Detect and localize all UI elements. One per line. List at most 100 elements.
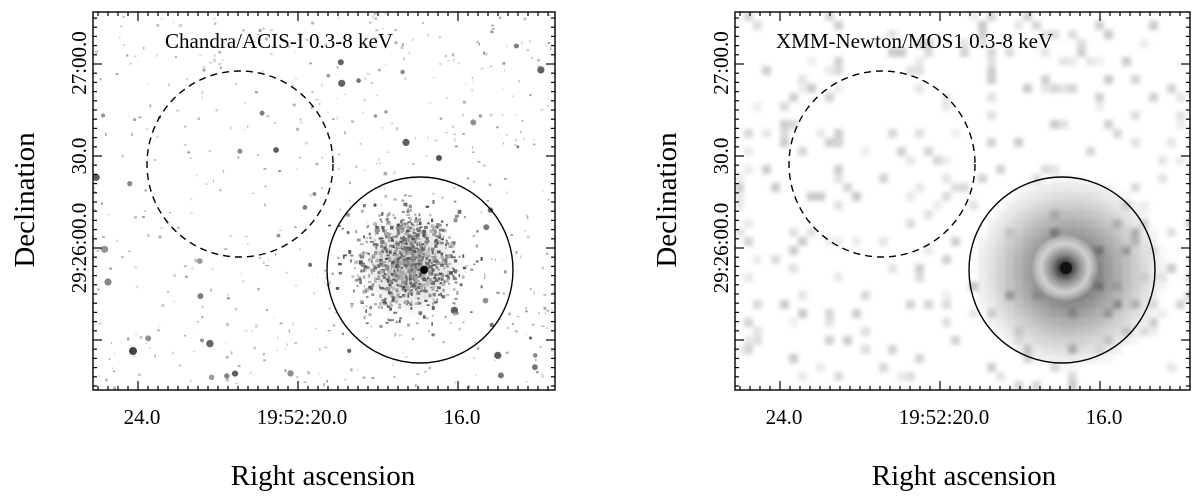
- chandra-source-photon: [444, 259, 448, 264]
- chandra-source-photon: [401, 219, 405, 221]
- xmm-map-pixel: [1140, 39, 1149, 48]
- xmm-map-pixel: [834, 66, 843, 75]
- chandra-source-photon: [446, 264, 449, 267]
- chandra-background-speckle: [179, 24, 183, 27]
- chandra-source-photon: [387, 276, 391, 279]
- xmm-map-pixel: [1041, 318, 1050, 327]
- xmm-map-pixel: [1032, 309, 1041, 318]
- chandra-source-photon: [393, 252, 397, 256]
- chandra-background-speckle: [278, 170, 282, 172]
- chandra-background-speckle: [257, 287, 260, 291]
- chandra-background-speckle: [167, 290, 170, 293]
- xmm-map-pixel: [816, 129, 825, 138]
- chandra-source-photon: [416, 229, 421, 232]
- xmm-map-pixel: [789, 93, 798, 102]
- chandra-background-speckle: [384, 64, 388, 66]
- chandra-background-speckle: [470, 89, 474, 92]
- chandra-background-speckle: [412, 337, 414, 340]
- chandra-source-photon: [418, 283, 422, 286]
- chandra-source-photon: [430, 271, 433, 275]
- xmm-map-pixel: [834, 174, 843, 183]
- chandra-background-speckle: [439, 36, 441, 39]
- chandra-source-photon: [389, 301, 392, 305]
- chandra-source-photon: [396, 257, 401, 261]
- xmm-map-pixel: [1068, 84, 1077, 93]
- chandra-source-photon: [438, 277, 441, 281]
- chandra-source-photon: [387, 234, 391, 239]
- xmm-map-pixel: [1023, 246, 1032, 255]
- chandra-background-blob: [200, 338, 204, 343]
- chandra-source-photon: [416, 258, 419, 260]
- chandra-source-photon: [422, 229, 427, 234]
- chandra-source-photon: [418, 265, 422, 269]
- chandra-background-speckle: [344, 131, 346, 135]
- xmm-map-pixel: [1050, 345, 1059, 354]
- xmm-map-pixel: [1122, 210, 1131, 219]
- chandra-source-photon: [416, 285, 419, 288]
- xmm-map-pixel: [834, 129, 843, 138]
- chandra-background-speckle: [502, 142, 504, 145]
- xmm-map-pixel: [1113, 237, 1122, 246]
- chandra-background-speckle: [514, 144, 516, 146]
- xmm-map-pixel: [1140, 291, 1149, 300]
- xmm-map-pixel: [1032, 327, 1041, 336]
- chandra-background-speckle: [398, 334, 401, 337]
- chandra-background-speckle: [198, 333, 200, 335]
- chandra-source-photon: [425, 259, 429, 263]
- xmm-map-pixel: [1059, 84, 1068, 93]
- chandra-background-speckle: [533, 143, 536, 146]
- chandra-background-speckle: [364, 314, 367, 318]
- chandra-background-blob: [483, 224, 490, 231]
- chandra-source-photon: [424, 225, 428, 229]
- chandra-source-photon: [390, 293, 393, 298]
- xmm-map-pixel: [1077, 318, 1086, 327]
- chandra-source-photon: [434, 274, 436, 278]
- chandra-source-photon: [407, 293, 410, 298]
- chandra-background-speckle: [341, 332, 344, 336]
- xmm-map-pixel: [987, 291, 996, 300]
- xmm-map-pixel: [942, 300, 951, 309]
- chandra-source-photon: [419, 274, 422, 278]
- chandra-source-photon: [388, 290, 391, 294]
- chandra-source-photon: [369, 236, 372, 240]
- xmm-map-pixel: [1140, 264, 1149, 273]
- xmm-map-pixel: [1023, 210, 1032, 219]
- chandra-background-speckle: [462, 113, 464, 117]
- chandra-background-speckle: [185, 275, 188, 278]
- chandra-source-photon: [406, 300, 410, 304]
- chandra-source-photon: [393, 269, 396, 273]
- xmm-map-pixel: [942, 174, 951, 183]
- chandra-source-photon: [394, 279, 398, 282]
- chandra-background-speckle: [93, 191, 96, 193]
- chandra-background-speckle: [258, 257, 261, 259]
- chandra-background-speckle: [94, 96, 97, 99]
- chandra-source-photon: [453, 312, 457, 316]
- xmm-map-pixel: [987, 93, 996, 102]
- chandra-source-photon: [394, 247, 398, 249]
- chandra-background-speckle: [375, 162, 377, 165]
- chandra-source-photon: [362, 289, 366, 294]
- chandra-background-blob: [356, 78, 361, 83]
- chandra-background-speckle: [253, 346, 257, 350]
- xmm-map-pixel: [1131, 309, 1140, 318]
- xmm-map-pixel: [744, 318, 753, 327]
- xmm-map-pixel: [1014, 381, 1023, 390]
- chandra-source-photon: [441, 264, 444, 267]
- xmm-map-pixel: [1140, 237, 1149, 246]
- chandra-source-photon: [410, 222, 413, 226]
- chandra-source-photon: [428, 293, 432, 298]
- chandra-source-photon: [445, 279, 449, 283]
- chandra-background-speckle: [537, 59, 540, 62]
- chandra-source-photon: [398, 319, 401, 323]
- xmm-map-pixel: [1059, 192, 1068, 201]
- chandra-source-photon: [416, 286, 421, 289]
- xmm-map-pixel: [978, 255, 987, 264]
- chandra-source-photon: [440, 241, 444, 244]
- chandra-background-speckle: [384, 187, 386, 190]
- xmm-map-pixel: [1005, 219, 1014, 228]
- chandra-background-speckle: [366, 72, 370, 75]
- chandra-background-speckle: [189, 379, 192, 383]
- chandra-background-speckle: [265, 37, 269, 41]
- xmm-map-pixel: [780, 102, 789, 111]
- chandra-source-photon: [433, 285, 437, 288]
